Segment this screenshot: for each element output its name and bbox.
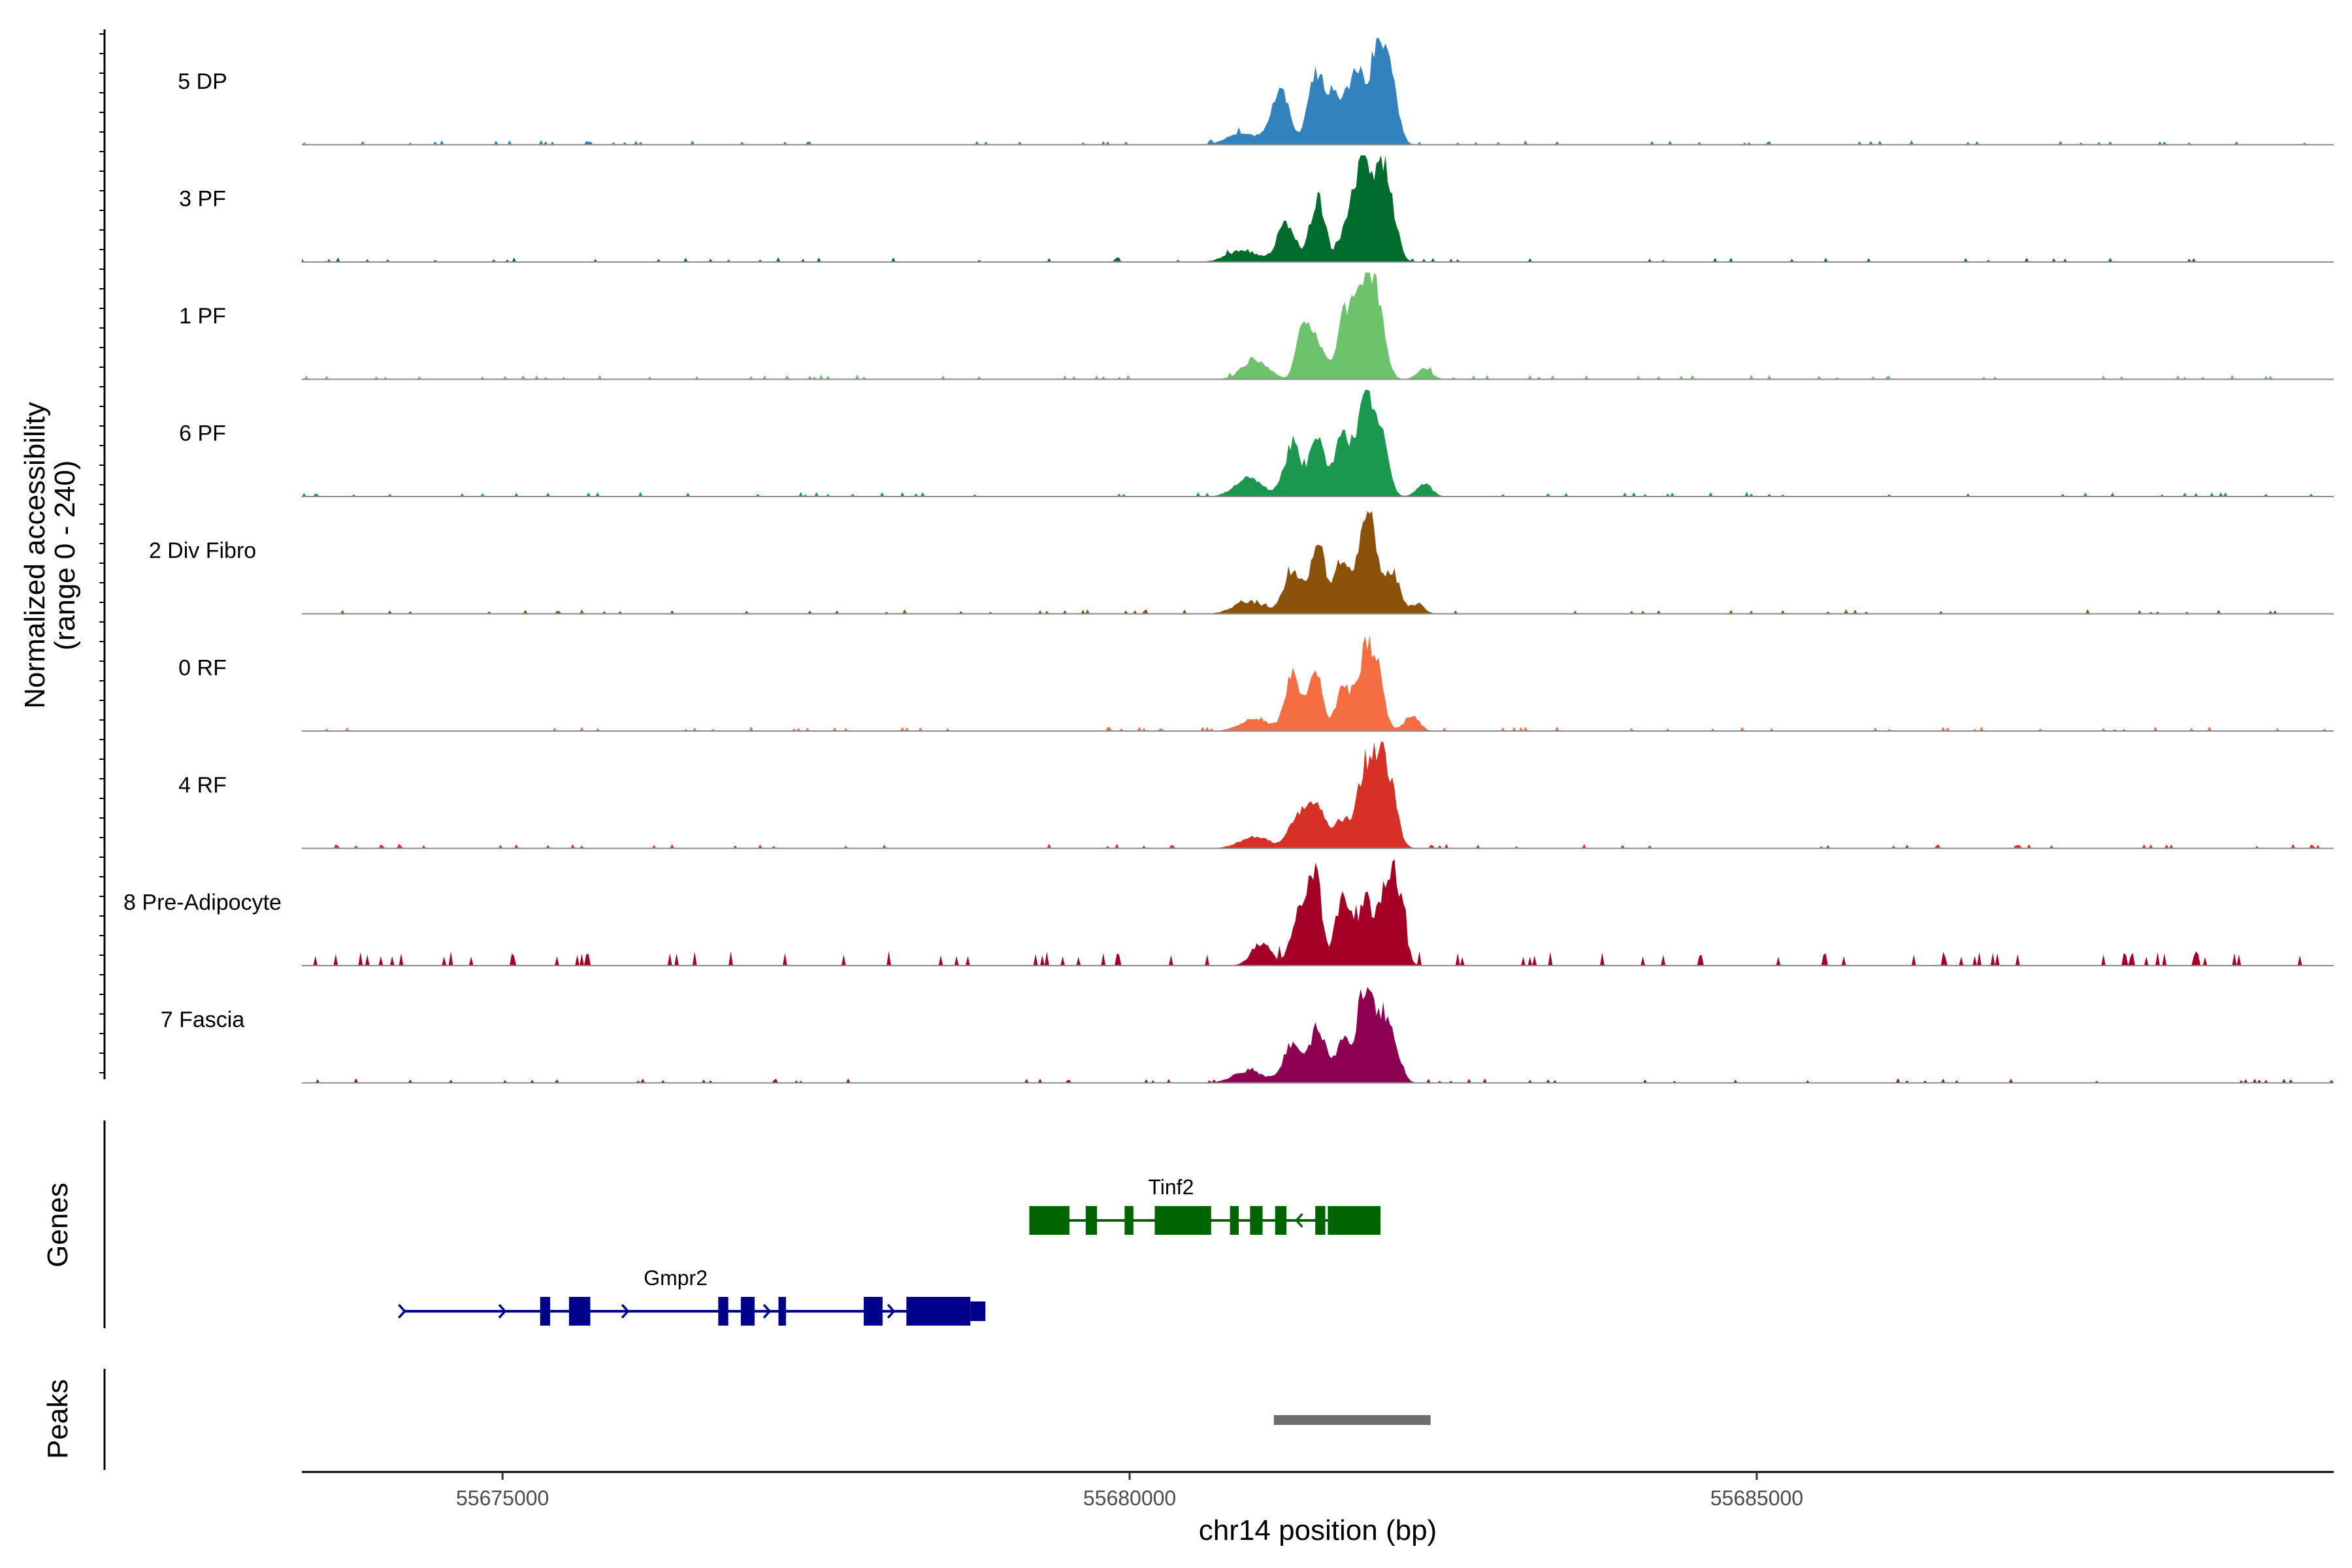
gene-exon — [970, 1301, 986, 1321]
x-axis-title: chr14 position (bp) — [1199, 1514, 1437, 1546]
coverage-area — [302, 742, 2334, 849]
gene-exon — [1328, 1206, 1380, 1235]
gene-exon — [778, 1297, 787, 1326]
coverage-track: 1 PF — [179, 272, 2334, 380]
gene-exon — [1085, 1206, 1098, 1235]
track-label: 7 Fascia — [161, 1007, 245, 1032]
gene-model: Tinf2 — [1029, 1175, 1380, 1235]
gene-model: Gmpr2 — [398, 1266, 986, 1326]
track-label: 4 RF — [178, 773, 227, 798]
coverage-area — [302, 272, 2334, 380]
coverage-track: 0 RF — [178, 634, 2334, 732]
strand-arrow — [762, 1303, 772, 1319]
strand-arrow — [1295, 1213, 1303, 1228]
gene-exon — [906, 1297, 971, 1326]
track-label: 5 DP — [178, 69, 227, 94]
coverage-area — [302, 389, 2334, 497]
gene-annotations: Tinf2 Gmpr2 — [398, 1175, 1380, 1326]
coverage-area — [302, 858, 2334, 966]
coverage-y-ticks — [99, 33, 105, 1073]
gene-exon — [718, 1297, 728, 1326]
gene-exon — [1029, 1206, 1070, 1235]
coverage-area — [302, 38, 2334, 145]
peak-regions — [1273, 1415, 1431, 1425]
gene-exon — [540, 1297, 551, 1326]
strand-arrow — [498, 1303, 507, 1319]
coverage-track: 3 PF — [179, 155, 2334, 263]
x-tick-label: 55685000 — [1710, 1486, 1803, 1510]
coverage-track: 8 Pre-Adipocyte — [123, 858, 2334, 966]
coverage-tracks: 5 DP 3 PF 1 PF 6 PF 2 Div Fibro 0 RF 4 RF 8 Pre… — [123, 38, 2334, 1084]
coverage-track: 5 DP — [178, 38, 2334, 146]
coverage-track: 2 Div Fibro — [149, 511, 2334, 615]
gene-name-label: Tinf2 — [1148, 1175, 1194, 1199]
x-axis-ticks: 55675000 55680000 55685000 — [456, 1472, 1803, 1510]
strand-arrow — [887, 1303, 896, 1319]
gene-exon — [568, 1297, 591, 1326]
track-label: 2 Div Fibro — [149, 538, 256, 563]
coverage-area — [302, 155, 2334, 262]
y-axis-title-line2: (range 0 - 240) — [49, 460, 81, 650]
coverage-area — [302, 987, 2334, 1083]
gene-exon — [1250, 1206, 1263, 1235]
genes-panel-title: Genes — [42, 1183, 74, 1267]
coverage-area — [302, 634, 2334, 731]
coverage-track: 4 RF — [178, 742, 2334, 849]
coverage-track: 7 Fascia — [161, 987, 2334, 1084]
gene-exon — [1154, 1206, 1211, 1235]
gene-exon — [1275, 1206, 1287, 1235]
x-tick-label: 55680000 — [1083, 1486, 1176, 1510]
y-axis-title: Normalized accessibility (range 0 - 240) — [19, 402, 81, 708]
gene-exon — [1230, 1206, 1239, 1235]
track-label: 3 PF — [179, 187, 226, 212]
track-label: 0 RF — [178, 656, 227, 681]
gene-exon — [1315, 1206, 1326, 1235]
gene-exon — [1124, 1206, 1134, 1235]
coverage-area — [302, 511, 2334, 614]
gene-name-label: Gmpr2 — [644, 1266, 708, 1290]
x-tick-label: 55675000 — [456, 1486, 549, 1510]
track-label: 6 PF — [179, 421, 226, 446]
strand-arrow — [621, 1303, 630, 1319]
gene-exon — [740, 1297, 755, 1326]
track-label: 1 PF — [179, 304, 226, 329]
peaks-panel-title: Peaks — [42, 1379, 74, 1459]
track-label: 8 Pre-Adipocyte — [123, 890, 282, 915]
peak-bar — [1273, 1415, 1431, 1425]
y-axis-title-line1: Normalized accessibility — [19, 402, 51, 708]
gene-exon — [864, 1297, 883, 1326]
coverage-track: 6 PF — [179, 389, 2334, 497]
strand-arrow — [398, 1303, 406, 1319]
